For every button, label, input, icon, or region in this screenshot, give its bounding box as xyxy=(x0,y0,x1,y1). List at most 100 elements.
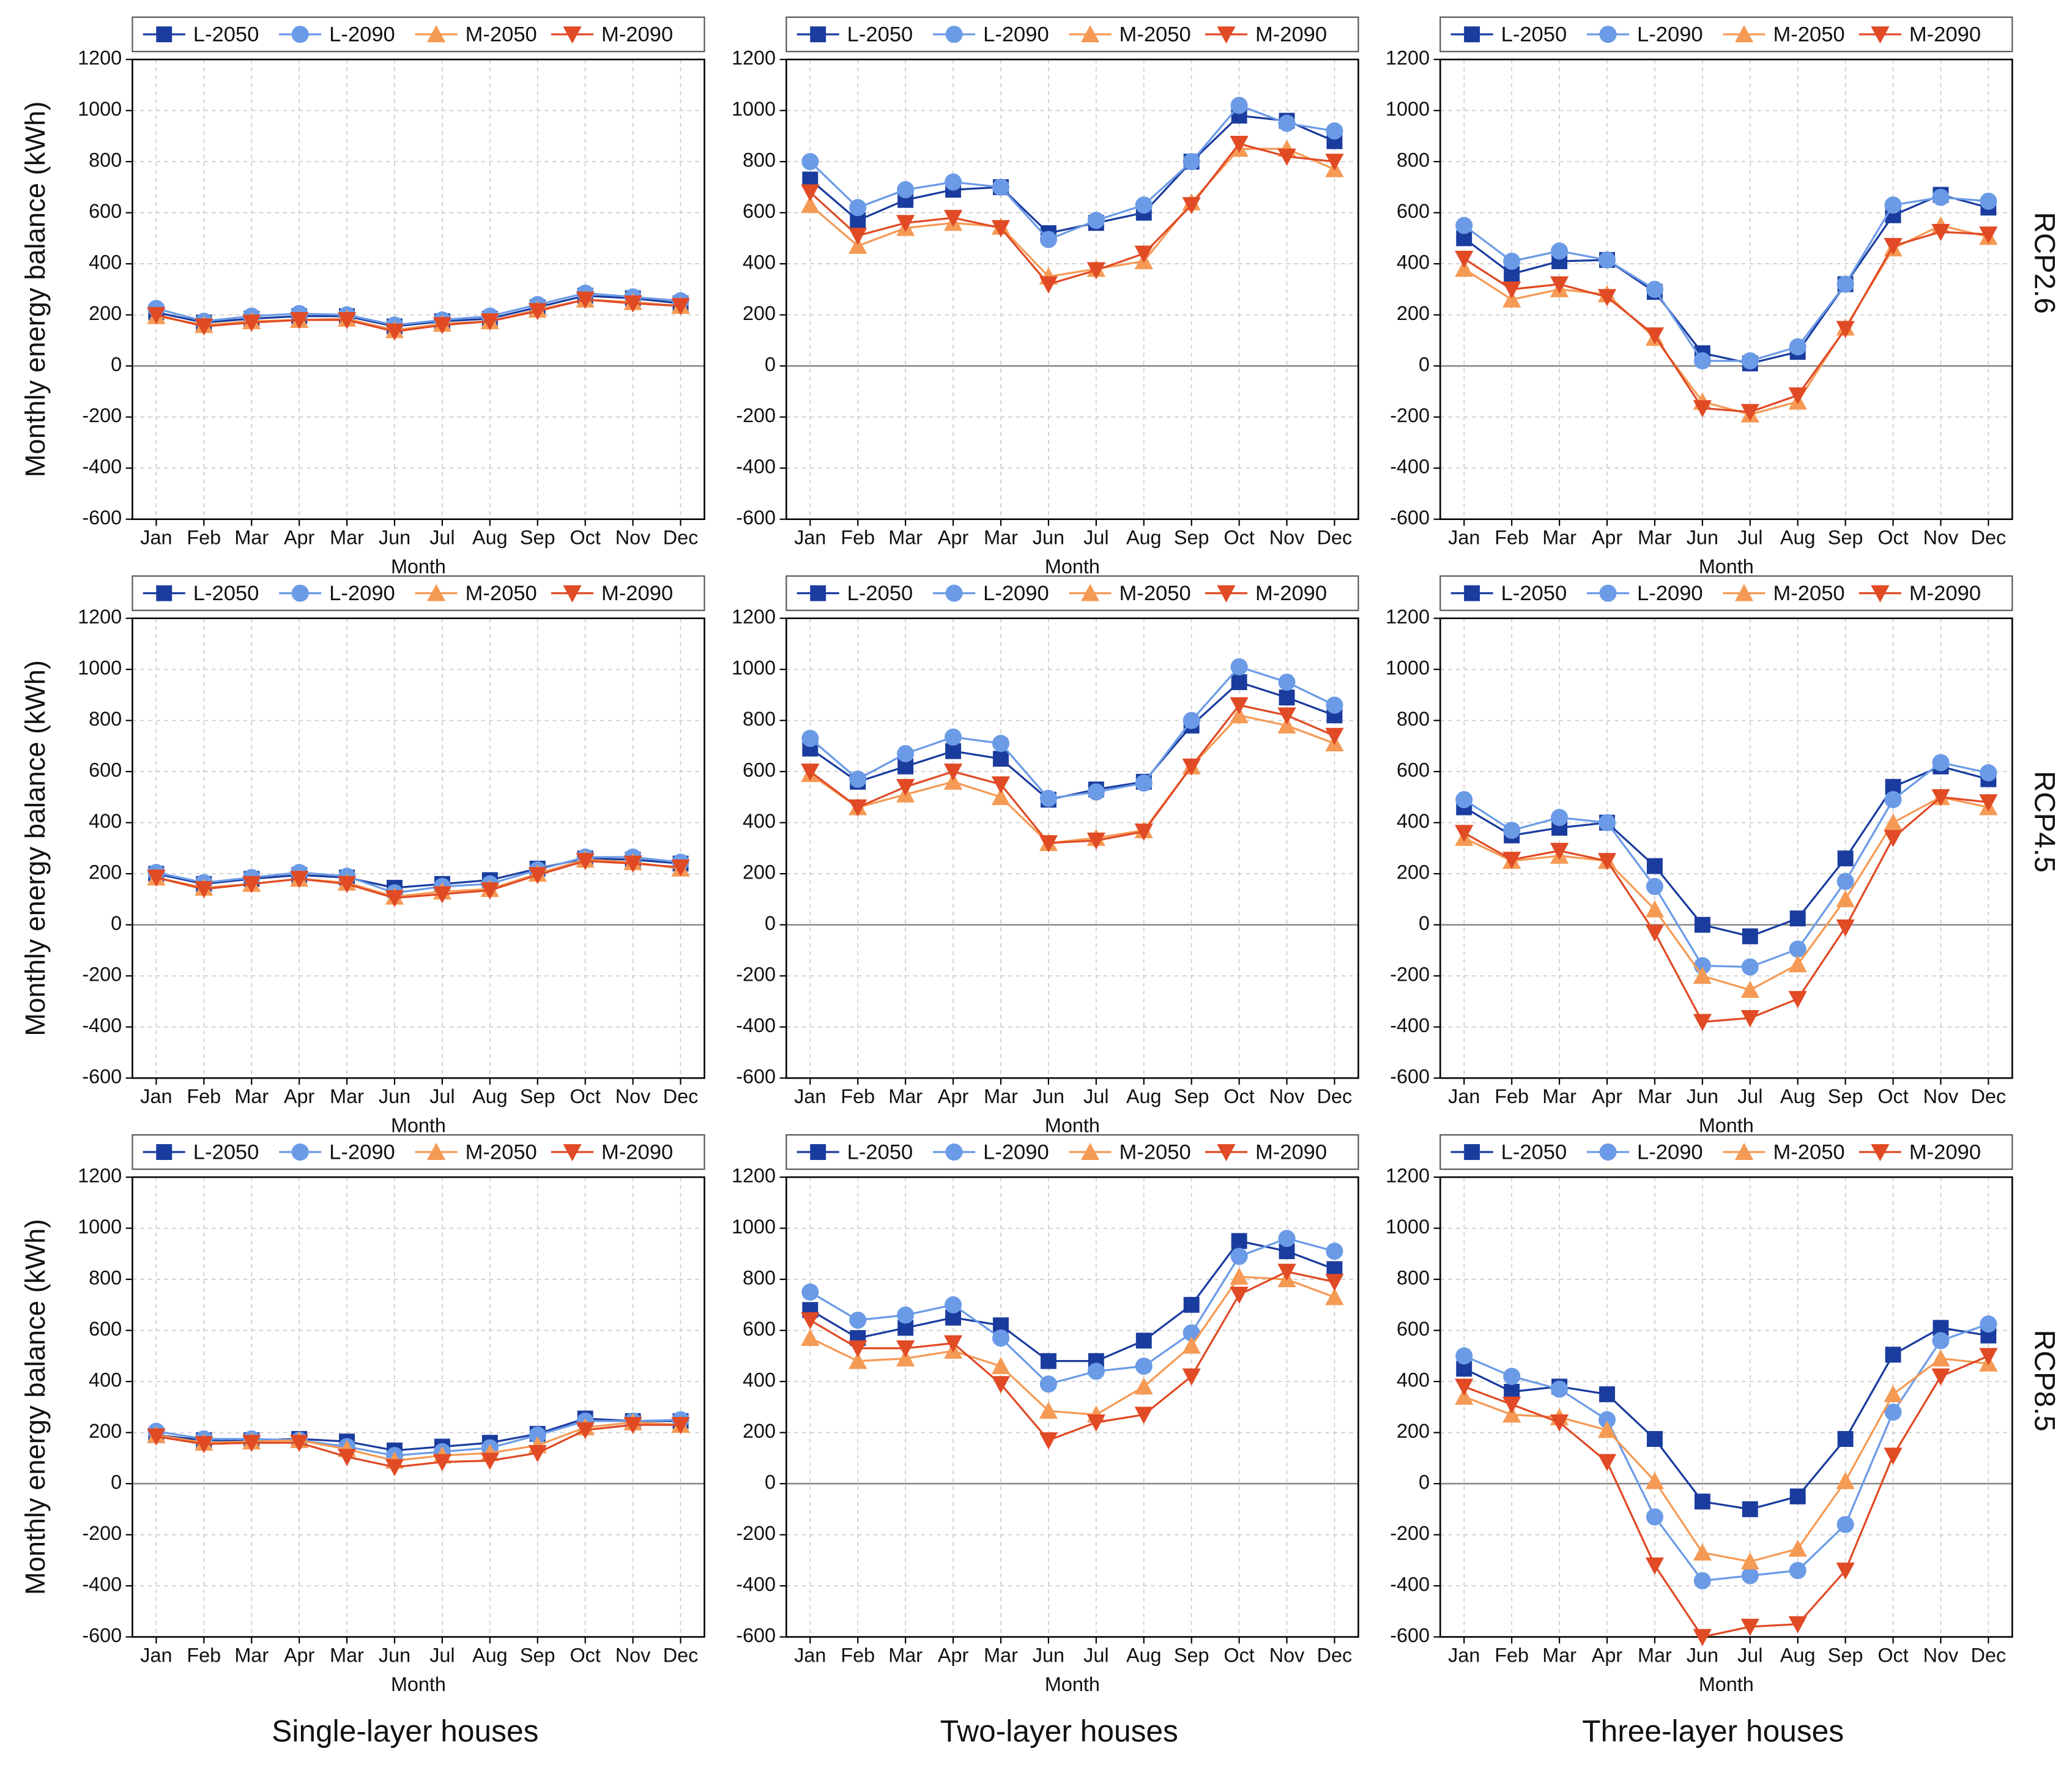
x-tick-label: Feb xyxy=(187,1085,221,1107)
marker xyxy=(671,298,690,316)
marker xyxy=(242,314,261,332)
x-tick-label: Nov xyxy=(1269,1085,1305,1107)
marker xyxy=(1039,1432,1058,1450)
marker xyxy=(1039,789,1057,808)
plot-frame xyxy=(785,58,1359,520)
x-tick-label: Oct xyxy=(1877,527,1908,549)
series-line xyxy=(809,1270,1335,1442)
x-tick-label: Oct xyxy=(1224,1645,1254,1667)
y-tick-label: 1000 xyxy=(78,98,122,120)
marker xyxy=(1455,1388,1474,1405)
marker xyxy=(1326,696,1343,714)
x-tick-label: Jan xyxy=(140,1085,172,1107)
x-tick-label: Mar xyxy=(234,1645,269,1667)
marker xyxy=(671,859,690,877)
y-tick-label: 200 xyxy=(89,1420,122,1442)
marker xyxy=(480,882,499,900)
marker xyxy=(991,1376,1011,1394)
x-tick-label: Jun xyxy=(379,1645,410,1667)
y-tick-label: 600 xyxy=(1397,200,1430,222)
y-tick-label: 0 xyxy=(1419,354,1430,376)
marker xyxy=(1740,980,1759,998)
legend-label: M-2090 xyxy=(1255,1140,1327,1164)
x-tick-label: Jun xyxy=(1033,527,1064,549)
marker xyxy=(1182,1336,1201,1354)
x-tick-label: Aug xyxy=(472,1645,508,1667)
marker xyxy=(1455,825,1474,842)
x-tick-label: Jan xyxy=(1448,1085,1480,1107)
x-tick-label: Apr xyxy=(284,1085,315,1107)
x-axis-label: Month xyxy=(391,556,446,578)
x-tick-label: Oct xyxy=(1224,527,1254,549)
series-line xyxy=(809,1240,1335,1362)
marker xyxy=(1039,231,1057,248)
column-label: Two-layer houses xyxy=(940,1714,1178,1748)
legend-label: L-2050 xyxy=(1501,582,1567,605)
legend-label: M-2050 xyxy=(466,1140,537,1164)
y-tick-label: 1000 xyxy=(78,657,122,679)
y-tick-label: -600 xyxy=(1390,1066,1430,1088)
x-tick-label: Sep xyxy=(1174,1645,1209,1667)
marker xyxy=(195,318,214,336)
marker xyxy=(1230,135,1249,154)
legend-marker xyxy=(1080,25,1100,43)
legend-label: M-2050 xyxy=(1773,582,1844,605)
legend-box xyxy=(1439,1134,2013,1170)
marker xyxy=(1550,842,1569,860)
marker xyxy=(623,295,642,313)
marker xyxy=(1182,197,1201,215)
marker xyxy=(433,886,452,904)
series-line xyxy=(1463,1323,1989,1582)
marker xyxy=(1980,1315,1997,1333)
y-tick-label: -200 xyxy=(736,964,776,986)
x-tick-label: Oct xyxy=(570,527,600,549)
y-tick-label: -600 xyxy=(82,507,122,529)
x-tick-label: Apr xyxy=(938,1085,969,1107)
marker xyxy=(1183,1296,1200,1313)
marker xyxy=(1645,1557,1665,1575)
marker xyxy=(528,1445,547,1463)
marker xyxy=(1597,1454,1617,1471)
y-tick-label: 1200 xyxy=(1386,1165,1430,1187)
marker xyxy=(1885,1347,1901,1363)
x-tick-label: Feb xyxy=(1495,527,1529,549)
column-label: Three-layer houses xyxy=(1582,1714,1844,1748)
legend-label: L-2090 xyxy=(329,582,395,605)
legend-marker xyxy=(1871,585,1890,603)
x-axis-label: Month xyxy=(1699,556,1754,578)
y-tick-label: 1200 xyxy=(732,47,776,69)
y-tick-label: -400 xyxy=(736,1574,776,1596)
legend-marker xyxy=(945,26,963,43)
marker xyxy=(1693,1572,1711,1589)
series-line xyxy=(156,858,681,898)
x-tick-label: Jul xyxy=(1737,1085,1762,1107)
y-tick-label: 400 xyxy=(89,810,122,832)
y-tick-label: -200 xyxy=(82,1522,122,1544)
marker xyxy=(1836,321,1855,338)
x-tick-label: Feb xyxy=(187,527,221,549)
marker xyxy=(528,867,547,885)
marker xyxy=(1278,1230,1296,1247)
x-axis-label: Month xyxy=(1699,1673,1754,1695)
plot-frame xyxy=(132,617,705,1079)
series-line xyxy=(156,1417,681,1452)
y-tick-label: -400 xyxy=(82,456,122,478)
legend-marker xyxy=(291,1143,309,1161)
legend-label: M-2050 xyxy=(1120,1140,1191,1164)
marker xyxy=(1183,712,1200,729)
legend-marker xyxy=(291,584,309,602)
y-tick-label: 1200 xyxy=(732,606,776,628)
legend-label: L-2090 xyxy=(983,23,1049,46)
x-tick-label: Jun xyxy=(1687,1085,1718,1107)
marker xyxy=(433,1454,452,1471)
x-tick-label: Aug xyxy=(472,527,508,549)
x-tick-label: Feb xyxy=(841,527,875,549)
marker xyxy=(1134,823,1153,841)
marker xyxy=(896,1349,915,1367)
x-tick-label: Sep xyxy=(520,1645,555,1667)
series-line xyxy=(809,147,1335,278)
marker xyxy=(1980,764,1997,782)
x-tick-label: Jan xyxy=(794,527,826,549)
x-tick-label: Mar xyxy=(1542,527,1576,549)
